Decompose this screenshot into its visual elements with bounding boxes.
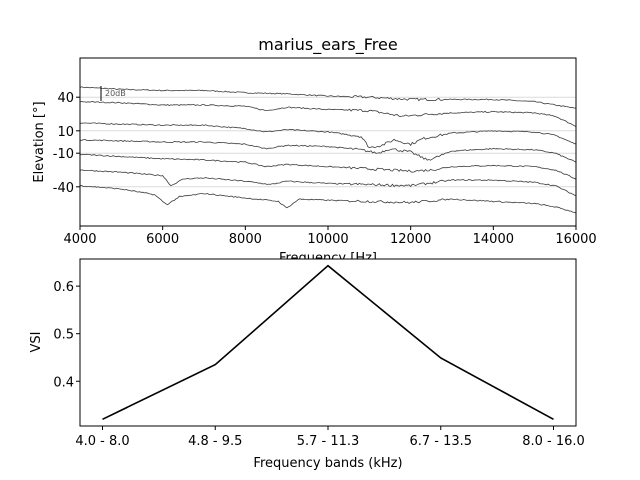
y-tick-label: 0.4: [53, 375, 74, 390]
bottom-y-axis-label: VSI: [29, 332, 44, 353]
bottom-x-ticks: 4.0 - 8.0 4.8 - 9.5 5.7 - 11.3 6.7 - 13.5 8.…: [75, 426, 585, 449]
x-tick-label: 8000: [229, 232, 262, 247]
bottom-x-axis-label: Frequency bands (kHz): [253, 456, 402, 471]
top-y-ticks: 40 10 -10 -40: [53, 91, 80, 196]
x-tick-label: 5.7 - 11.3: [297, 434, 360, 449]
vsi-panel: 4.0 - 8.0 4.8 - 9.5 5.7 - 11.3 6.7 - 13.5 8.…: [29, 258, 585, 471]
hrtf-curves: [79, 86, 577, 214]
chart-title: marius_ears_Free: [258, 35, 397, 55]
x-tick-label: 4000: [63, 232, 96, 247]
y-tick-label: 0.6: [53, 280, 74, 295]
top-x-ticks: 4000 6000 8000 10000 12000 14000 16000: [63, 226, 597, 247]
x-tick-label: 16000: [555, 232, 596, 247]
elevation-gridlines: [80, 96, 576, 188]
x-tick-label: 4.8 - 9.5: [188, 434, 242, 449]
bottom-plot-background: [80, 259, 576, 426]
y-tick-label: -10: [53, 147, 74, 162]
x-tick-label: 14000: [473, 232, 514, 247]
hrtf-curve: [79, 153, 577, 180]
hrtf-curve: [79, 86, 577, 109]
vsi-line: [102, 264, 554, 421]
x-tick-label: 6.7 - 13.5: [409, 434, 472, 449]
hrtf-curve: [79, 185, 577, 214]
hrtf-elevation-panel: marius_ears_Free 20dB 4000 6000 8000 10000 1…: [32, 35, 597, 266]
x-tick-label: 8.0 - 16.0: [522, 434, 585, 449]
top-y-axis-label: Elevation [°]: [32, 101, 47, 182]
scale-bar-label: 20dB: [105, 89, 126, 98]
x-tick-label: 4.0 - 8.0: [75, 434, 129, 449]
hrtf-curve: [80, 138, 577, 163]
hrtf-curve: [79, 101, 577, 127]
y-tick-label: 0.5: [53, 328, 74, 343]
vsi-series-line: [102, 264, 554, 421]
bottom-y-ticks: 0.4 0.5 0.6: [53, 280, 80, 390]
y-tick-label: 40: [57, 91, 74, 106]
y-tick-label: -40: [53, 181, 74, 196]
hrtf-curve: [79, 122, 577, 149]
x-tick-label: 12000: [390, 232, 431, 247]
x-tick-label: 10000: [307, 232, 348, 247]
y-tick-label: 10: [57, 125, 74, 140]
hrtf-curve: [79, 169, 577, 197]
x-tick-label: 6000: [146, 232, 179, 247]
